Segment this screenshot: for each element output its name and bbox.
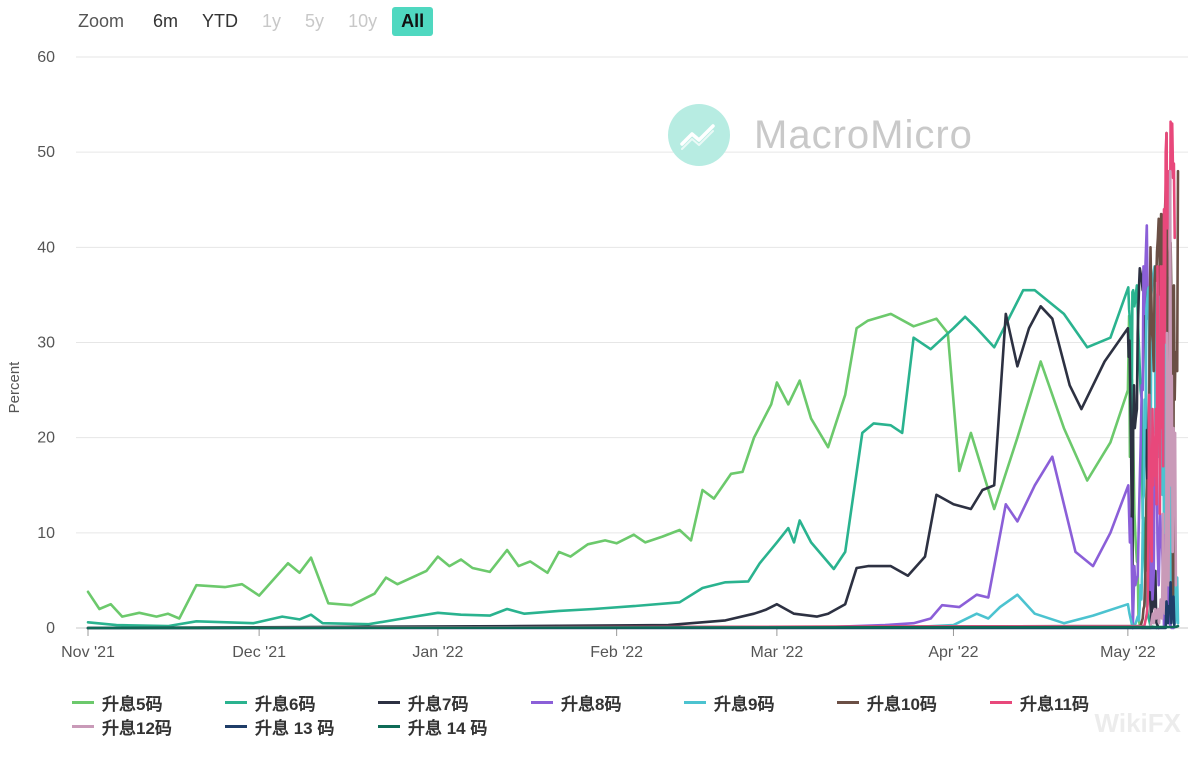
wikifx-watermark: WikiFX: [1094, 708, 1181, 738]
zoom-10y-button[interactable]: 10y: [348, 10, 378, 31]
legend-item-2[interactable]: 升息6码: [225, 690, 315, 715]
legend-item-7[interactable]: 升息11码: [990, 690, 1089, 715]
legend-swatch: [72, 701, 94, 704]
zoom-1y-button[interactable]: 1y: [262, 10, 282, 31]
legend-item-3[interactable]: 升息7码: [378, 690, 468, 715]
legend-swatch: [531, 701, 553, 704]
series-line-3: [86, 266, 1160, 630]
series-line-6: [86, 131, 1180, 630]
series-line-2: [86, 284, 1158, 630]
chart-trend-icon: [668, 104, 730, 166]
y-axis-label: Percent: [6, 361, 23, 414]
x-tick-label: Apr '22: [928, 644, 978, 661]
zoom-all-button[interactable]: All: [392, 6, 434, 36]
x-tick-label: Mar '22: [750, 644, 803, 661]
watermark-text: MacroMicro: [754, 112, 973, 157]
y-tick-label: 10: [37, 525, 55, 542]
legend-swatch: [225, 701, 247, 704]
y-tick-label: 30: [37, 335, 55, 352]
legend-item-5[interactable]: 升息9码: [684, 690, 774, 715]
series-line-10: [86, 624, 1180, 630]
legend-item-10[interactable]: 升息 14 码: [378, 714, 487, 739]
legend-label: 升息7码: [408, 695, 469, 714]
legend-swatch: [990, 701, 1012, 704]
legend-item-4[interactable]: 升息8码: [531, 690, 621, 715]
y-tick-label: 50: [37, 144, 55, 161]
legend-label: 升息 13 码: [255, 719, 335, 738]
legend-label: 升息10码: [867, 695, 937, 714]
legend-swatch: [225, 725, 247, 728]
zoom-5y-button[interactable]: 5y: [305, 10, 325, 31]
series-line-7: [86, 120, 1176, 630]
legend-item-8[interactable]: 升息12码: [72, 714, 172, 739]
x-tick-label: Dec '21: [232, 644, 286, 661]
legend-item-1[interactable]: 升息5码: [72, 690, 162, 715]
x-tick-label: Nov '21: [61, 644, 115, 661]
series-line-5: [86, 236, 1180, 630]
legend-swatch: [378, 725, 400, 728]
y-tick-label: 0: [46, 620, 55, 637]
legend-label: 升息12码: [102, 719, 172, 738]
zoom-ytd-button[interactable]: YTD: [202, 10, 239, 31]
legend-item-6[interactable]: 升息10码: [837, 690, 937, 715]
series-line-9: [86, 580, 1176, 630]
legend-swatch: [378, 701, 400, 704]
y-tick-label: 60: [37, 49, 55, 66]
zoom-bar: Zoom 6m YTD 1y 5y 10y All: [78, 6, 439, 36]
x-tick-label: Feb '22: [590, 644, 643, 661]
legend-label: 升息11码: [1020, 695, 1089, 714]
series-line-4: [86, 224, 1175, 630]
legend-swatch: [837, 701, 859, 704]
x-tick-label: Jan '22: [412, 644, 463, 661]
series-line-8: [86, 169, 1178, 630]
watermark: MacroMicro: [668, 104, 973, 166]
y-tick-label: 20: [37, 430, 55, 447]
legend-label: 升息9码: [714, 695, 775, 714]
y-tick-label: 40: [37, 239, 55, 256]
zoom-label: Zoom: [78, 10, 125, 31]
legend-label: 升息8码: [561, 695, 622, 714]
legend-label: 升息6码: [255, 695, 316, 714]
legend-swatch: [72, 725, 94, 728]
legend-label: 升息5码: [102, 695, 163, 714]
x-tick-label: May '22: [1100, 644, 1156, 661]
series-line-1: [86, 312, 1152, 630]
zoom-6m-button[interactable]: 6m: [153, 10, 179, 31]
legend-label: 升息 14 码: [408, 719, 488, 738]
legend-swatch: [684, 701, 706, 704]
legend-item-9[interactable]: 升息 13 码: [225, 714, 334, 739]
